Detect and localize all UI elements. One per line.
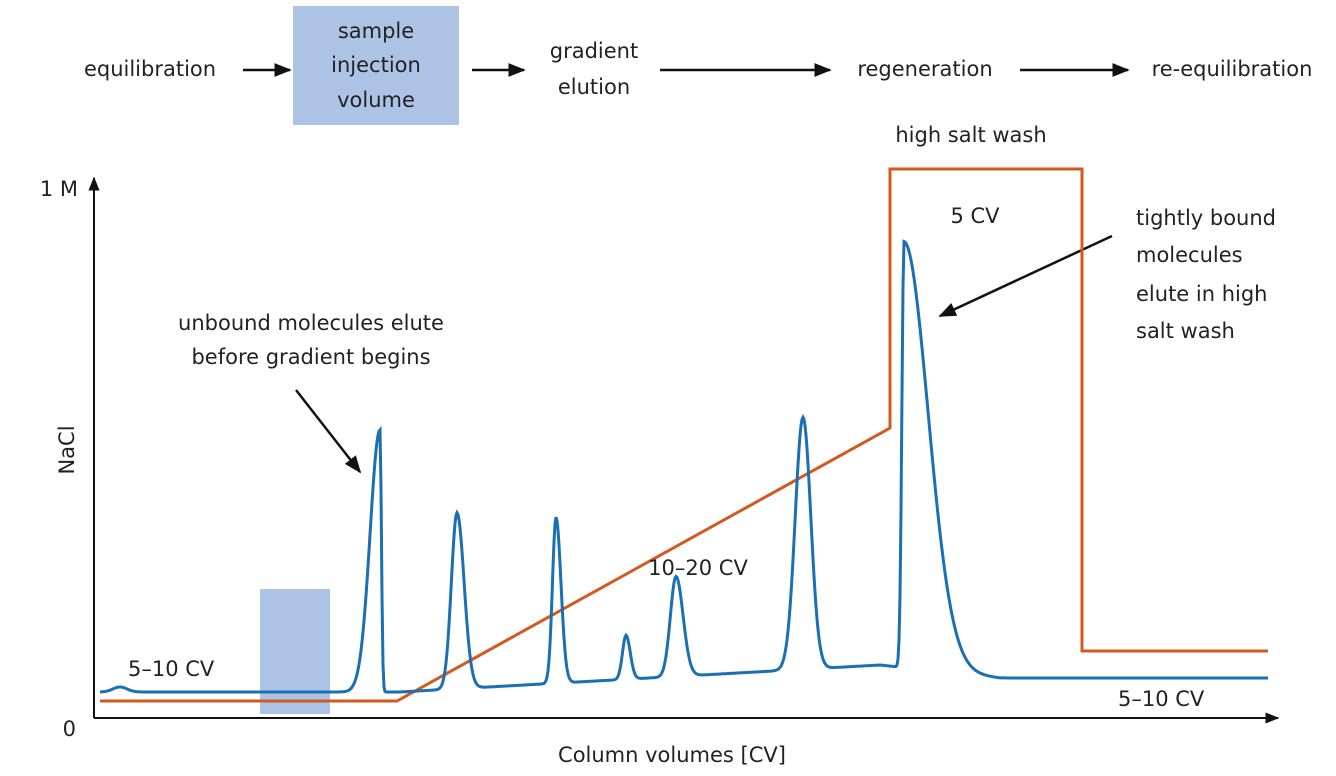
annotation: 10–20 CV <box>648 556 748 580</box>
uv-trace <box>100 239 1268 694</box>
injection-box <box>293 6 459 125</box>
step: elution <box>558 75 630 99</box>
annotation: unbound molecules elute <box>178 311 444 335</box>
annotation: elute in high <box>1136 282 1268 306</box>
step: equilibration <box>84 57 216 81</box>
salt-gradient <box>100 167 1268 703</box>
y-axis-label: NaCl <box>55 425 79 474</box>
annotation: 5–10 CV <box>1118 687 1205 711</box>
step: gradient <box>550 39 638 63</box>
y-bottom-label: 0 <box>63 717 76 741</box>
axes <box>88 176 1280 724</box>
annotation: salt wash <box>1136 319 1235 343</box>
annotation: tightly bound <box>1136 206 1276 230</box>
step: sample <box>338 19 414 43</box>
annotation: molecules <box>1136 243 1243 267</box>
annotation: before gradient begins <box>191 345 430 369</box>
injection-region <box>260 589 330 714</box>
flow-arrows <box>243 63 1130 474</box>
labels: equilibration sample injection volume gr… <box>40 19 1313 767</box>
step: re-equilibration <box>1152 57 1313 81</box>
step: regeneration <box>857 57 992 81</box>
annotation: 5 CV <box>950 204 1000 228</box>
annotation: 5–10 CV <box>128 657 215 681</box>
step: injection <box>331 53 421 77</box>
y-top-label: 1 M <box>40 177 78 201</box>
annotation: high salt wash <box>895 123 1046 147</box>
x-axis-label: Column volumes [CV] <box>558 743 786 767</box>
step: volume <box>337 88 415 112</box>
